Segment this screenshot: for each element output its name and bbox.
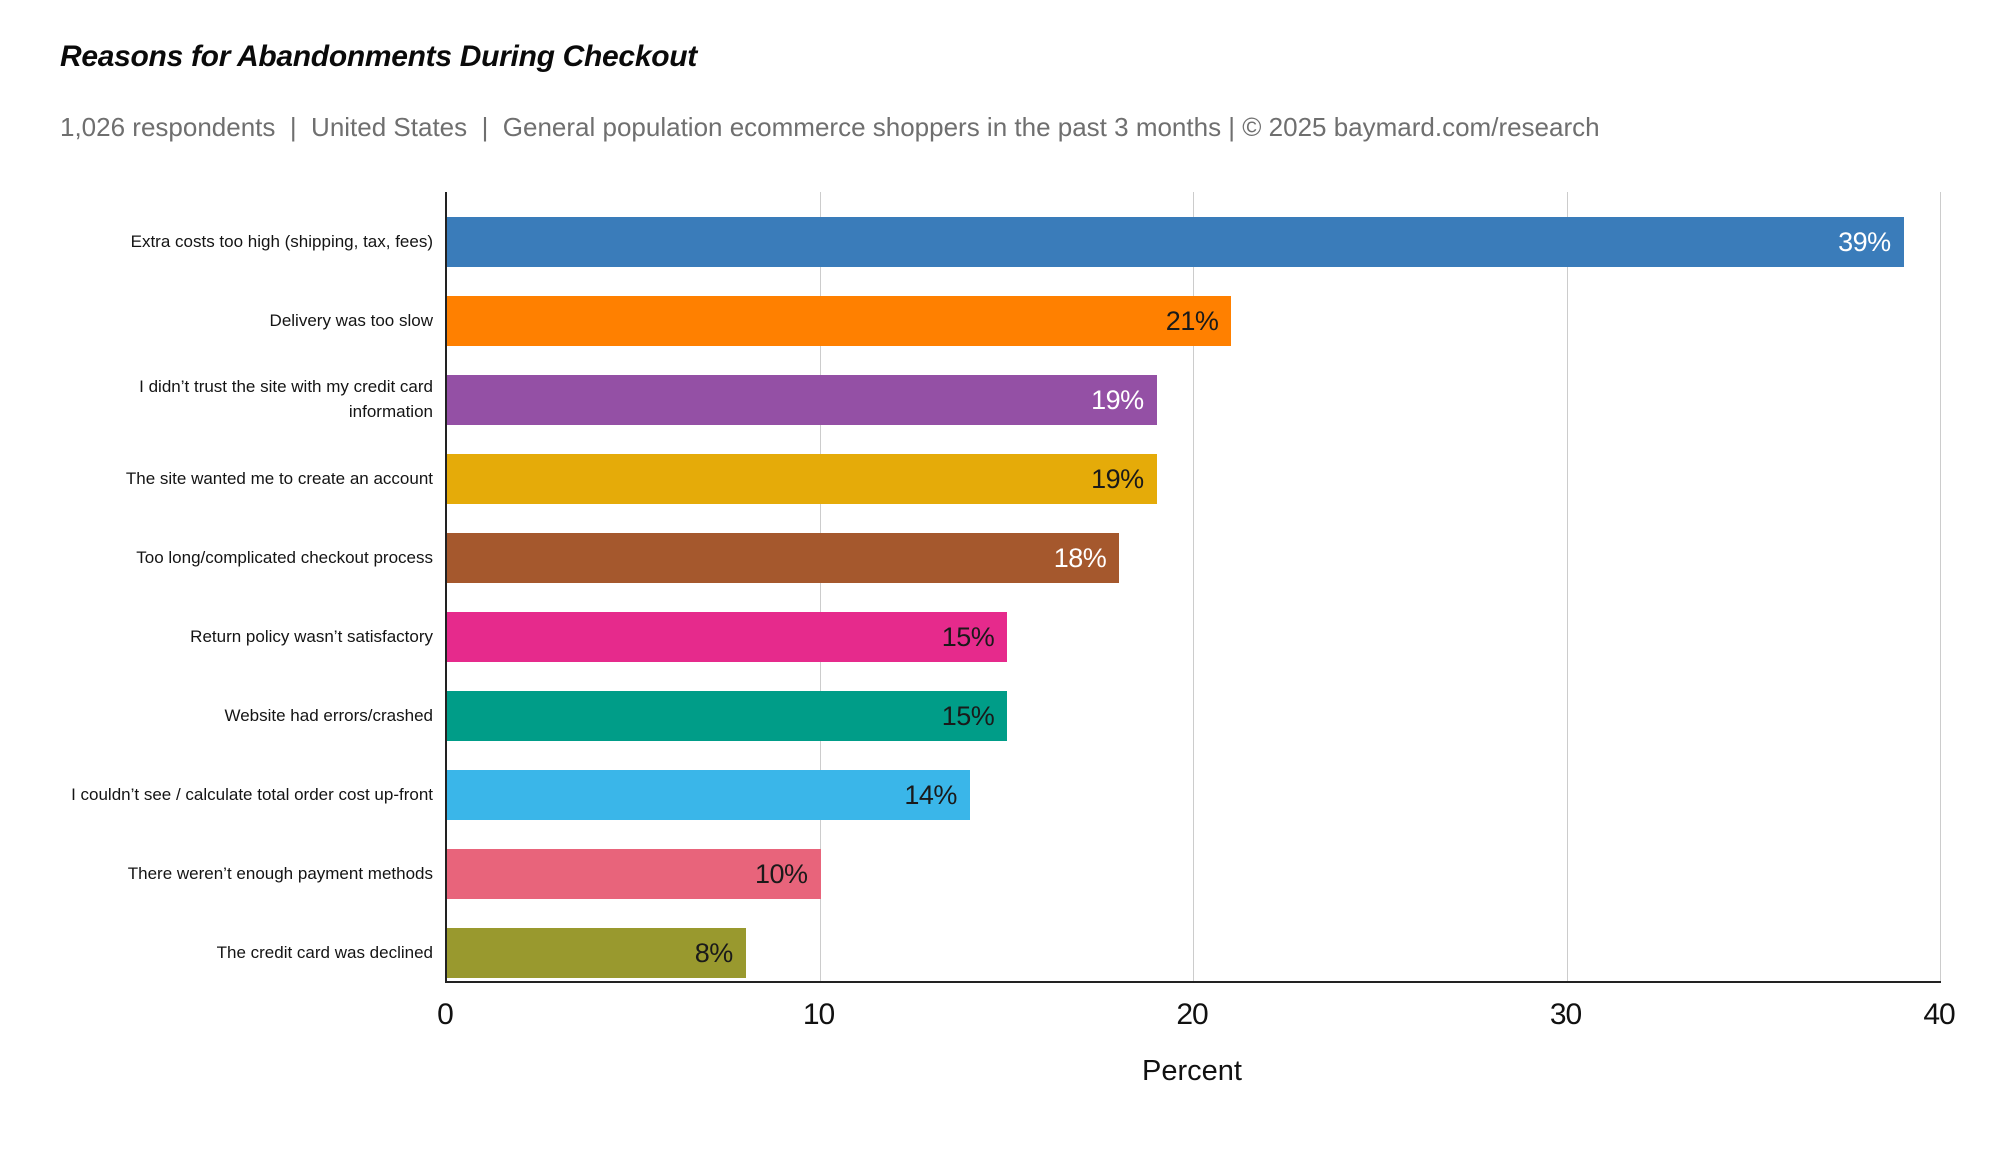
bar-value-label: 15% bbox=[941, 621, 995, 652]
category-label: I couldn’t see / calculate total order c… bbox=[71, 784, 433, 804]
gridline bbox=[819, 192, 821, 981]
category-label: Website had errors/crashed bbox=[224, 705, 433, 725]
bar: 21% bbox=[447, 296, 1232, 346]
category-label: I didn’t trust the site with my credit c… bbox=[139, 377, 433, 421]
bar-value-label: 39% bbox=[1838, 226, 1891, 257]
category-label: Delivery was too slow bbox=[269, 310, 433, 330]
bar: 19% bbox=[447, 375, 1157, 425]
bar-value-label: 18% bbox=[1053, 542, 1107, 573]
chart-title: Reasons for Abandonments During Checkout bbox=[60, 40, 697, 73]
bar: 18% bbox=[447, 533, 1120, 583]
category-label: Return policy wasn’t satisfactory bbox=[190, 626, 433, 646]
bar: 39% bbox=[447, 217, 1904, 267]
x-tick-label: 10 bbox=[802, 998, 835, 1031]
gridline bbox=[1940, 192, 1941, 981]
bar-value-label: 10% bbox=[754, 858, 808, 889]
gridline bbox=[1193, 192, 1194, 981]
bar: 10% bbox=[447, 849, 821, 899]
bar-value-label: 19% bbox=[1091, 463, 1144, 494]
bar: 8% bbox=[447, 928, 746, 978]
bar: 15% bbox=[447, 612, 1008, 662]
x-tick-label: 0 bbox=[437, 998, 454, 1031]
bar-value-label: 15% bbox=[941, 700, 995, 731]
bar-value-label: 21% bbox=[1165, 305, 1219, 336]
x-axis-title: Percent bbox=[1142, 1055, 1242, 1087]
bar-value-label: 19% bbox=[1091, 384, 1144, 415]
plot-area: 39% 21% 19% 19% 18% 15% 15% 14% 10% 8% bbox=[445, 192, 1941, 983]
gridline bbox=[1566, 192, 1568, 981]
category-label: There weren’t enough payment methods bbox=[127, 863, 433, 883]
chart-subtitle: 1,026 respondents | United States | Gene… bbox=[60, 112, 1600, 142]
bar-value-label: 14% bbox=[904, 779, 957, 810]
category-label: The credit card was declined bbox=[216, 942, 433, 962]
bar: 19% bbox=[447, 454, 1157, 504]
bar: 15% bbox=[447, 691, 1008, 741]
category-label: The site wanted me to create an account bbox=[125, 468, 433, 488]
x-tick-label: 40 bbox=[1923, 998, 1955, 1031]
category-label: Too long/complicated checkout process bbox=[136, 547, 433, 567]
bar: 14% bbox=[447, 770, 970, 820]
category-label: Extra costs too high (shipping, tax, fee… bbox=[130, 231, 433, 251]
x-tick-label: 20 bbox=[1176, 998, 1208, 1031]
x-tick-label: 30 bbox=[1549, 998, 1582, 1031]
bar-value-label: 8% bbox=[694, 937, 734, 968]
